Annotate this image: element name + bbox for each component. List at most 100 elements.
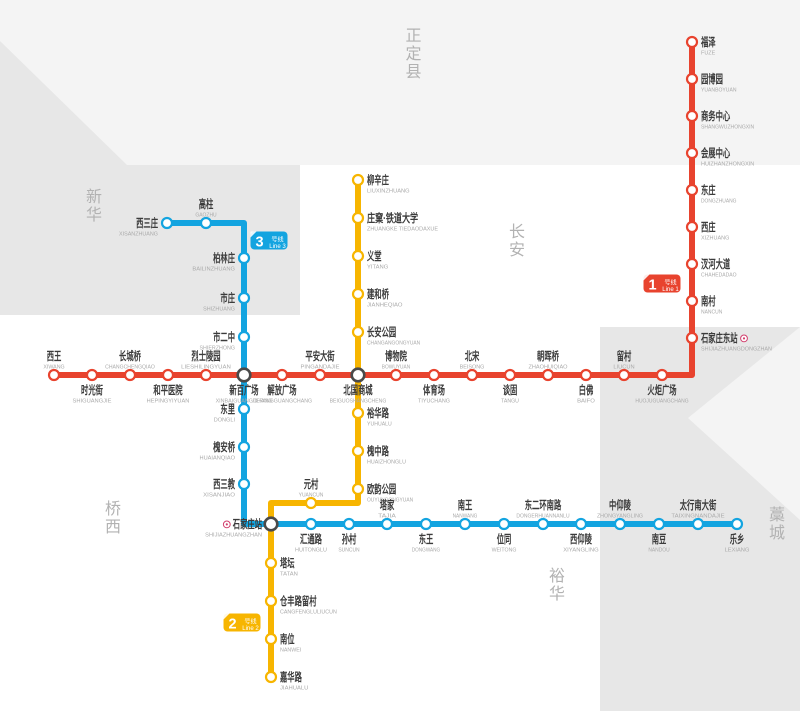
svg-text:解放广场: 解放广场 xyxy=(267,383,297,397)
svg-text:XIWANG: XIWANG xyxy=(43,365,64,371)
svg-text:孙村: 孙村 xyxy=(342,532,357,546)
svg-text:BEISONG: BEISONG xyxy=(460,365,485,371)
svg-text:SHIJIAZHUANGDONGZHAN: SHIJIAZHUANGDONGZHAN xyxy=(701,347,772,353)
svg-text:NANCUN: NANCUN xyxy=(701,310,722,316)
svg-text:福泽: 福泽 xyxy=(700,35,716,49)
svg-text:YUHUALU: YUHUALU xyxy=(367,422,392,428)
svg-text:元村: 元村 xyxy=(304,477,319,491)
svg-text:西三庄: 西三庄 xyxy=(136,216,158,230)
svg-text:NANDOU: NANDOU xyxy=(648,548,669,554)
svg-text:2: 2 xyxy=(228,616,236,632)
svg-text:TAIXINGNANDAJIE: TAIXINGNANDAJIE xyxy=(671,514,724,520)
svg-text:华: 华 xyxy=(549,585,565,603)
svg-text:汇通路: 汇通路 xyxy=(300,532,322,546)
svg-text:园博园: 园博园 xyxy=(701,72,723,86)
svg-text:乐乡: 乐乡 xyxy=(730,532,745,546)
svg-text:1: 1 xyxy=(648,277,656,293)
svg-text:安: 安 xyxy=(509,241,525,259)
svg-text:县: 县 xyxy=(405,64,421,81)
svg-text:XISANZHUANG: XISANZHUANG xyxy=(119,232,158,238)
svg-text:SUNCUN: SUNCUN xyxy=(338,548,359,554)
svg-text:平安大街: 平安大街 xyxy=(305,349,335,363)
svg-text:塔家: 塔家 xyxy=(380,498,395,512)
svg-text:槐安桥: 槐安桥 xyxy=(212,440,235,454)
svg-text:BEIGUOSHANGCHENG: BEIGUOSHANGCHENG xyxy=(330,399,387,405)
svg-text:HEPINGYIYUAN: HEPINGYIYUAN xyxy=(147,399,190,405)
svg-text:西三教: 西三教 xyxy=(213,477,235,491)
svg-text:南豆: 南豆 xyxy=(652,532,667,546)
svg-text:市庄: 市庄 xyxy=(220,291,235,305)
svg-text:HUAIANQIAO: HUAIANQIAO xyxy=(200,456,236,462)
svg-text:太行南大街: 太行南大街 xyxy=(679,498,716,512)
svg-text:LIESHILINGYUAN: LIESHILINGYUAN xyxy=(181,365,231,371)
svg-text:柳辛庄: 柳辛庄 xyxy=(367,173,389,187)
svg-text:商务中心: 商务中心 xyxy=(701,109,731,123)
svg-text:城: 城 xyxy=(769,524,785,542)
svg-text:石家庄东站: 石家庄东站 xyxy=(700,331,737,345)
svg-text:SHIZHUANG: SHIZHUANG xyxy=(203,307,235,313)
svg-text:JIEFANGGUANGCHANG: JIEFANGGUANGCHANG xyxy=(252,399,312,405)
svg-text:HUAIZHONGLU: HUAIZHONGLU xyxy=(367,460,406,466)
svg-text:Line 2: Line 2 xyxy=(242,625,259,632)
svg-text:南位: 南位 xyxy=(280,632,295,646)
svg-text:华: 华 xyxy=(86,206,102,224)
svg-text:TAJIA: TAJIA xyxy=(378,514,396,520)
svg-text:东二环南路: 东二环南路 xyxy=(525,498,562,512)
svg-text:ZHUANGKE TIEDAODAXUE: ZHUANGKE TIEDAODAXUE xyxy=(367,227,438,233)
svg-text:藁: 藁 xyxy=(769,506,785,524)
svg-text:汊河大道: 汊河大道 xyxy=(701,257,731,271)
svg-text:DONGWANG: DONGWANG xyxy=(412,548,440,554)
svg-text:桥: 桥 xyxy=(105,500,121,518)
svg-text:北宋: 北宋 xyxy=(465,349,480,363)
svg-text:NANWEI: NANWEI xyxy=(280,648,302,654)
svg-text:塔坛: 塔坛 xyxy=(280,556,295,570)
svg-text:Line 3: Line 3 xyxy=(269,243,286,250)
svg-text:长安公园: 长安公园 xyxy=(367,325,396,339)
svg-text:YITANG: YITANG xyxy=(367,265,388,271)
svg-text:CHAHEDADAO: CHAHEDADAO xyxy=(701,273,737,279)
svg-text:WEITONG: WEITONG xyxy=(492,548,517,554)
svg-text:FUZE: FUZE xyxy=(701,51,715,57)
svg-text:XIYANGLING: XIYANGLING xyxy=(563,548,599,554)
svg-text:BAIFO: BAIFO xyxy=(577,399,595,405)
svg-text:XISANJIAO: XISANJIAO xyxy=(203,493,236,499)
svg-text:建和桥: 建和桥 xyxy=(367,287,389,301)
svg-text:东庄: 东庄 xyxy=(701,183,716,197)
svg-text:谈固: 谈固 xyxy=(503,383,518,397)
svg-text:嘉华路: 嘉华路 xyxy=(279,670,302,684)
svg-text:博物院: 博物院 xyxy=(385,349,407,363)
svg-text:位同: 位同 xyxy=(497,532,512,546)
svg-text:市二中: 市二中 xyxy=(213,330,235,344)
svg-text:庄窠·铁道大学: 庄窠·铁道大学 xyxy=(367,211,418,225)
svg-text:欧韵公园: 欧韵公园 xyxy=(367,482,396,496)
svg-text:CHANGANGONGYUAN: CHANGANGONGYUAN xyxy=(367,341,420,347)
svg-text:长: 长 xyxy=(509,223,525,241)
svg-text:XIZHUANG: XIZHUANG xyxy=(701,236,729,242)
svg-text:南村: 南村 xyxy=(701,294,716,308)
svg-text:体育场: 体育场 xyxy=(423,383,445,397)
svg-text:DONGLI: DONGLI xyxy=(214,418,236,424)
svg-text:TATAN: TATAN xyxy=(280,572,298,578)
svg-text:西: 西 xyxy=(105,519,121,536)
svg-text:LIUCUN: LIUCUN xyxy=(613,365,634,371)
svg-text:JIANHEQIAO: JIANHEQIAO xyxy=(367,303,403,309)
svg-text:留村: 留村 xyxy=(617,349,632,363)
svg-text:中仰陵: 中仰陵 xyxy=(609,498,631,512)
svg-text:北国商城: 北国商城 xyxy=(343,383,373,397)
svg-text:仓丰路留村: 仓丰路留村 xyxy=(279,594,316,608)
svg-text:裕华路: 裕华路 xyxy=(366,406,389,420)
svg-text:槐中路: 槐中路 xyxy=(366,444,389,458)
svg-text:SHIGUANGJIE: SHIGUANGJIE xyxy=(73,399,112,405)
svg-text:JIAHUALU: JIAHUALU xyxy=(280,686,308,692)
svg-text:会展中心: 会展中心 xyxy=(700,146,730,160)
svg-text:TANGU: TANGU xyxy=(501,399,519,405)
svg-text:ZHONGYANGLING: ZHONGYANGLING xyxy=(597,514,643,520)
svg-text:裕: 裕 xyxy=(549,567,565,585)
svg-text:NANWANG: NANWANG xyxy=(453,514,478,520)
svg-text:CHANGCHENGQIAO: CHANGCHENGQIAO xyxy=(105,365,155,371)
svg-text:和平医院: 和平医院 xyxy=(153,383,183,397)
svg-text:定: 定 xyxy=(405,45,421,63)
svg-text:CANGFENGLULIUCUN: CANGFENGLULIUCUN xyxy=(280,610,337,616)
svg-text:长城桥: 长城桥 xyxy=(119,349,141,363)
svg-text:DONGZHUANG: DONGZHUANG xyxy=(701,199,737,205)
